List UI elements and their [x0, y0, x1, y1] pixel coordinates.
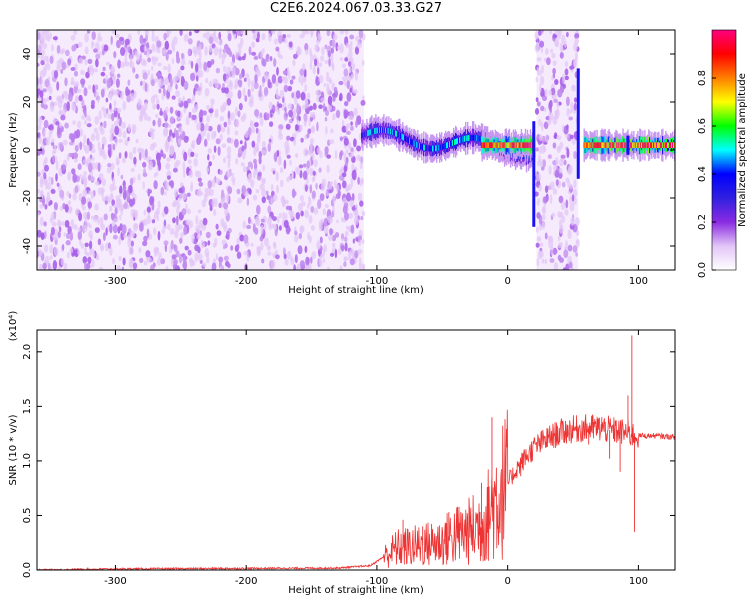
snr-y-multiplier: (x10⁴)	[8, 311, 19, 342]
x-tick-label: -100	[366, 276, 389, 287]
spectrogram-plot-area	[37, 30, 675, 270]
colorbar-label: Normalized spectral amplitude	[737, 73, 748, 227]
spectrogram-x-axis-label: Height of straight line (km)	[288, 285, 424, 296]
y-tick-label: 0	[22, 147, 33, 153]
colorbar-tick-label: 0.6	[697, 118, 708, 134]
y-tick-label: 0.5	[22, 508, 33, 524]
y-tick-label: 1.0	[22, 453, 33, 469]
x-tick-label: -200	[235, 276, 258, 287]
colorbar-ticks: 0.0 0.2 0.4 0.6 0.8	[697, 70, 716, 278]
snr-x-axis-label: Height of straight line (km)	[288, 585, 424, 596]
region-steady-signal	[583, 128, 675, 163]
spectral-streak	[576, 68, 580, 179]
snr-y-ticks: 0.0 0.5 1.0 1.5 2.0	[22, 344, 675, 578]
spectrogram-y-axis-label: Frequency (Hz)	[8, 112, 19, 188]
x-tick-label: -100	[366, 576, 389, 587]
spectrogram-x-ticks: -300 -200 -100 0 100	[104, 30, 648, 287]
chart-title: C2E6.2024.067.03.33.G27	[269, 1, 443, 16]
y-tick-label: 2.0	[22, 344, 33, 360]
snr-frame	[36, 329, 676, 571]
x-tick-label: -300	[104, 576, 127, 587]
spectrogram-y-ticks: -40 -20 0 20 40	[22, 48, 675, 254]
spectral-streak	[532, 121, 536, 227]
region-broadband-noise	[37, 30, 366, 270]
colorbar-tick-label: 0.8	[697, 70, 708, 86]
snr-y-axis-label: SNR (10 * v/v)	[8, 414, 19, 485]
snr-plot-area	[37, 335, 675, 570]
y-tick-label: -20	[22, 190, 33, 206]
x-tick-label: -300	[104, 276, 127, 287]
y-tick-label: 0.0	[22, 562, 33, 578]
x-tick-label: 0	[504, 576, 510, 587]
colorbar: 0.0 0.2 0.4 0.6 0.8 Normalized spectral ampl…	[697, 29, 748, 278]
y-tick-label: 40	[22, 48, 33, 61]
colorbar-gradient	[711, 29, 737, 271]
snr-x-ticks: -300 -200 -100 0 100	[104, 330, 648, 587]
spectral-streak	[626, 135, 630, 155]
x-tick-label: -200	[235, 576, 258, 587]
colorbar-tick-label: 0.2	[697, 214, 708, 230]
x-tick-label: 100	[629, 276, 648, 287]
snr-panel: -300 -200 -100 0 100 0.0 0.5 1.0 1.5 2.0 Height …	[8, 311, 676, 596]
x-tick-label: 100	[629, 576, 648, 587]
x-tick-label: 0	[504, 276, 510, 287]
y-tick-label: 20	[22, 96, 33, 109]
colorbar-tick-label: 0.0	[697, 262, 708, 278]
y-tick-label: -40	[22, 238, 33, 254]
y-tick-label: 1.5	[22, 398, 33, 414]
region-peak-band	[481, 128, 536, 162]
colorbar-tick-label: 0.4	[697, 166, 708, 182]
region-noise-gap	[534, 30, 580, 270]
snr-series-line	[37, 409, 675, 570]
